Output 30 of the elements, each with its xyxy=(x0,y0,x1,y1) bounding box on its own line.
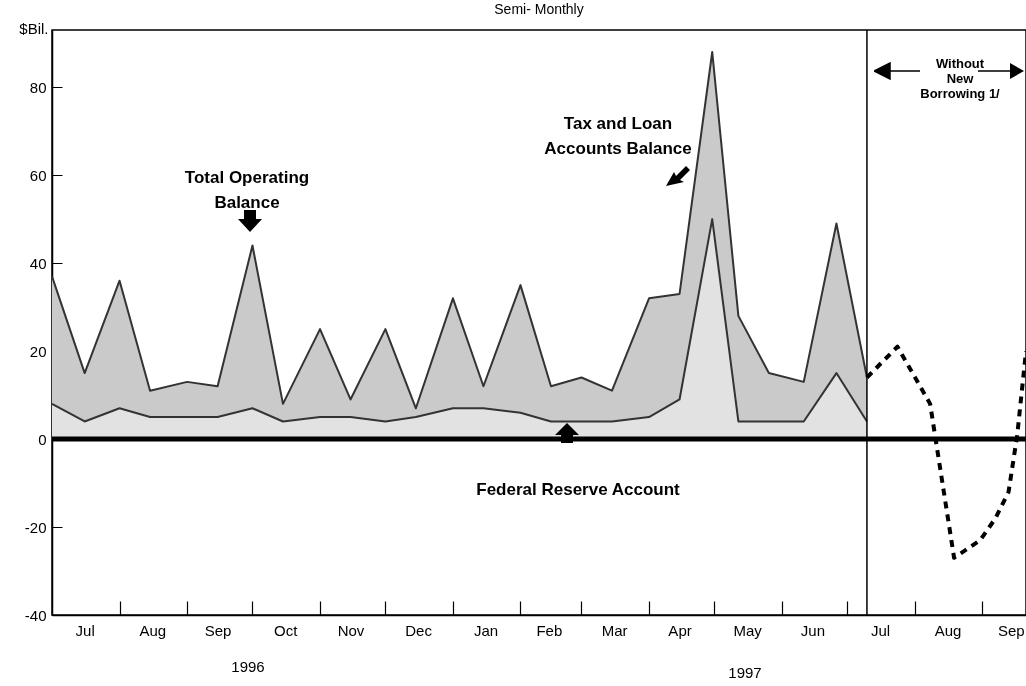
x-tick-label: Nov xyxy=(337,621,365,639)
y-tick-label: 60 xyxy=(29,166,47,184)
x-tick-label: Dec xyxy=(405,621,433,639)
x-tick-label: Jan xyxy=(474,621,499,639)
y-tick-label: 80 xyxy=(29,78,47,96)
y-tick-label: -20 xyxy=(24,518,47,536)
x-tick-label: May xyxy=(733,621,763,639)
annotation: Total Operating Balance xyxy=(184,168,310,212)
text: 1997 xyxy=(728,664,762,681)
x-tick-label: Jul xyxy=(75,621,95,639)
x-tick-label: Oct xyxy=(273,621,299,639)
x-tick-label: Aug xyxy=(139,621,167,639)
y-tick-label: 40 xyxy=(29,254,47,272)
x-tick-label: Aug xyxy=(934,621,962,639)
text: Federal Reserve Account xyxy=(476,480,681,499)
x-tick-label: Sep xyxy=(204,621,232,639)
y-axis-title: $Bil. xyxy=(19,19,49,37)
x-tick-label: Sep xyxy=(997,621,1025,639)
x-tick-label: Apr xyxy=(668,621,692,639)
x-tick-label: Mar xyxy=(601,621,628,639)
chart-subtitle: Semi- Monthly xyxy=(494,1,584,17)
y-tick-label: 20 xyxy=(29,342,47,360)
y-tick-label: 0 xyxy=(38,430,47,448)
x-tick-label: Jul xyxy=(870,621,891,639)
x-tick-label: Feb xyxy=(536,621,563,639)
annotation: Without New Borrowing 1/ xyxy=(920,56,1001,101)
text: 1996 xyxy=(231,658,265,675)
series-label: Tax and Loan Accounts Balance xyxy=(544,114,692,158)
y-tick-label: -40 xyxy=(24,606,47,624)
x-tick-label: Jun xyxy=(800,621,826,639)
